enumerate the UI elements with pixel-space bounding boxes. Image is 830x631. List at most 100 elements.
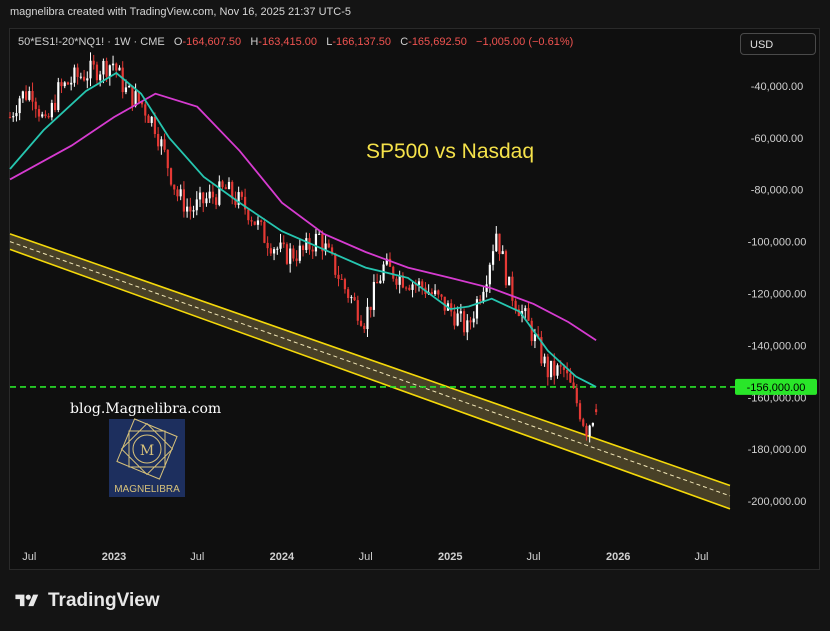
- candle-body: [47, 116, 50, 118]
- candle-body: [192, 210, 195, 212]
- candle-body: [437, 290, 440, 295]
- x-tick-label: Jul: [359, 551, 373, 563]
- candle-body: [395, 278, 398, 285]
- candle-body: [330, 247, 334, 254]
- candle-body: [553, 360, 556, 376]
- candle-body: [530, 320, 533, 342]
- candle-body: [318, 233, 321, 235]
- candle-body: [105, 60, 108, 77]
- candle-body: [285, 244, 289, 264]
- candle-body: [237, 192, 240, 205]
- candle-body: [582, 419, 585, 426]
- y-tick-label: -120,000.00: [748, 289, 807, 301]
- candle-body: [591, 423, 595, 426]
- candle-body: [282, 242, 285, 245]
- svg-text:M: M: [140, 443, 154, 459]
- candle-body: [124, 87, 128, 93]
- y-tick-label: -140,000.00: [748, 340, 807, 352]
- x-tick-label: Jul: [190, 551, 204, 563]
- candle-body: [63, 82, 66, 87]
- candle-body: [566, 369, 569, 374]
- candle-body: [385, 258, 388, 265]
- candle-body: [533, 334, 537, 342]
- candle-body: [198, 192, 202, 200]
- candle-body: [453, 311, 456, 326]
- open-value: -164,607.50: [182, 36, 242, 48]
- open-label: O: [173, 36, 183, 48]
- candle-body: [182, 189, 186, 212]
- candle-body: [398, 275, 401, 285]
- level-price-tag: [735, 378, 817, 395]
- candle-body: [343, 279, 347, 290]
- x-tick-label: Jul: [527, 551, 541, 563]
- close-value: -165,692.50: [408, 36, 467, 48]
- candle-body: [366, 306, 369, 330]
- y-tick-label: -40,000.00: [751, 81, 804, 93]
- candles-group: [8, 52, 598, 443]
- candle-body: [76, 67, 79, 77]
- candle-body: [276, 248, 279, 250]
- candle-body: [543, 356, 546, 364]
- candle-body: [66, 82, 70, 85]
- candle-body: [169, 168, 173, 185]
- candle-body: [289, 248, 292, 264]
- candle-body: [475, 299, 479, 319]
- candle-body: [401, 275, 404, 288]
- candle-body: [279, 242, 282, 249]
- tradingview-brand[interactable]: TradingView: [12, 590, 160, 612]
- x-tick-label: Jul: [22, 551, 36, 563]
- candle-body: [234, 198, 237, 205]
- candle-body: [128, 86, 131, 88]
- candle-body: [95, 64, 99, 81]
- magnelibra-logo: M MAGNELIBRA: [109, 418, 185, 497]
- candle-body: [356, 300, 359, 321]
- candle-body: [99, 74, 102, 81]
- candle-body: [443, 296, 446, 311]
- low-value: -166,137.50: [332, 36, 392, 48]
- y-axis: -40,000.00 -60,000.00 -80,000.00 -100,000.0…: [735, 81, 817, 508]
- candle-body: [314, 233, 318, 252]
- x-tick-label: 2024: [270, 551, 295, 563]
- candle-body: [479, 299, 482, 302]
- candle-body: [369, 306, 372, 310]
- candle-body: [337, 274, 340, 279]
- candle-body: [79, 76, 82, 78]
- candle-body: [491, 251, 495, 265]
- candle-body: [21, 91, 24, 99]
- candle-body: [15, 113, 18, 117]
- candle-body: [211, 191, 214, 198]
- candle-body: [260, 220, 263, 222]
- candle-body: [208, 191, 211, 199]
- candle-body: [60, 82, 63, 87]
- candle-body: [363, 325, 366, 330]
- tradingview-logo-icon: [15, 594, 39, 607]
- candle-body: [186, 206, 189, 212]
- channel-middle-line: [9, 241, 731, 497]
- candle-body: [86, 78, 89, 81]
- candle-body: [327, 243, 330, 248]
- candle-body: [102, 60, 105, 75]
- candle-body: [504, 251, 508, 286]
- candle-body: [305, 238, 308, 251]
- channel-group: [9, 233, 731, 510]
- chart-header: magnelibra created with TradingView.com,…: [10, 6, 351, 18]
- candle-body: [12, 116, 15, 118]
- candle-body: [572, 382, 575, 388]
- candle-body: [578, 403, 582, 420]
- candle-body: [301, 245, 305, 251]
- x-tick-label: 2023: [102, 551, 126, 563]
- candle-body: [311, 249, 314, 252]
- candle-body: [50, 102, 53, 118]
- candle-body: [372, 281, 376, 310]
- candle-body: [417, 281, 421, 285]
- candle-body: [118, 67, 121, 71]
- candle-body: [176, 189, 179, 197]
- candle-body: [405, 287, 408, 289]
- level-price-label: -156,000.00: [747, 382, 806, 394]
- candle-body: [501, 251, 504, 255]
- candle-body: [559, 365, 562, 367]
- candle-body: [575, 387, 578, 404]
- currency-button[interactable]: USD: [740, 33, 816, 55]
- candle-body: [408, 287, 411, 290]
